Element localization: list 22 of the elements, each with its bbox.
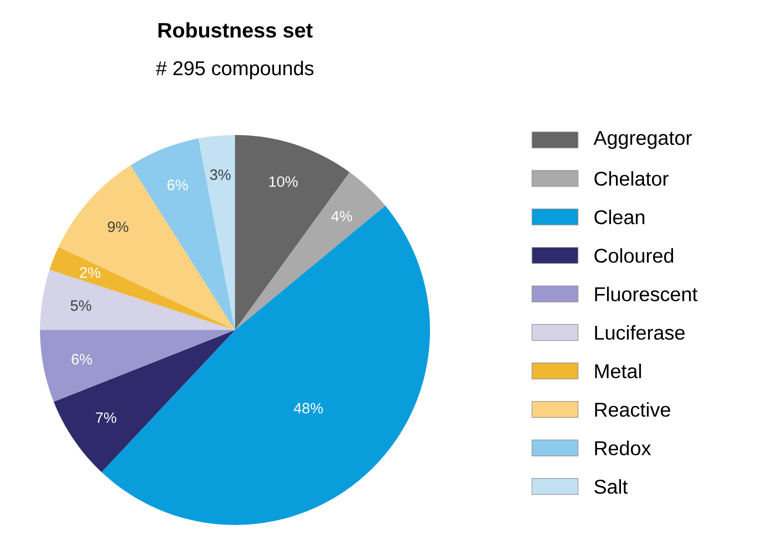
legend-label: Salt: [594, 479, 628, 494]
data-label: 10%: [269, 176, 298, 187]
data-label: 6%: [168, 180, 188, 190]
data-label: 48%: [294, 402, 323, 414]
data-label: 7%: [96, 412, 116, 423]
legend-label: Chelator: [594, 171, 668, 186]
chart-title: Robustness set: [158, 22, 313, 38]
data-label: 3%: [210, 169, 231, 180]
data-label: 5%: [70, 300, 92, 311]
legend-label: Clean: [594, 210, 644, 224]
data-label: 6%: [72, 354, 92, 364]
chart-subtitle: # 295 compounds: [156, 60, 314, 80]
data-label: 9%: [108, 222, 128, 232]
legend-label: Aggregator: [594, 131, 692, 149]
legend-label: Fluorescent: [595, 286, 698, 302]
legend-label: Metal: [595, 364, 641, 378]
legend-label: Luciferase: [595, 325, 685, 340]
data-label: 2%: [80, 267, 100, 278]
data-label: 4%: [331, 211, 352, 222]
legend-label: Coloured: [594, 248, 674, 263]
legend-label: Redox: [595, 440, 651, 456]
legend-label: Reactive: [595, 402, 670, 417]
